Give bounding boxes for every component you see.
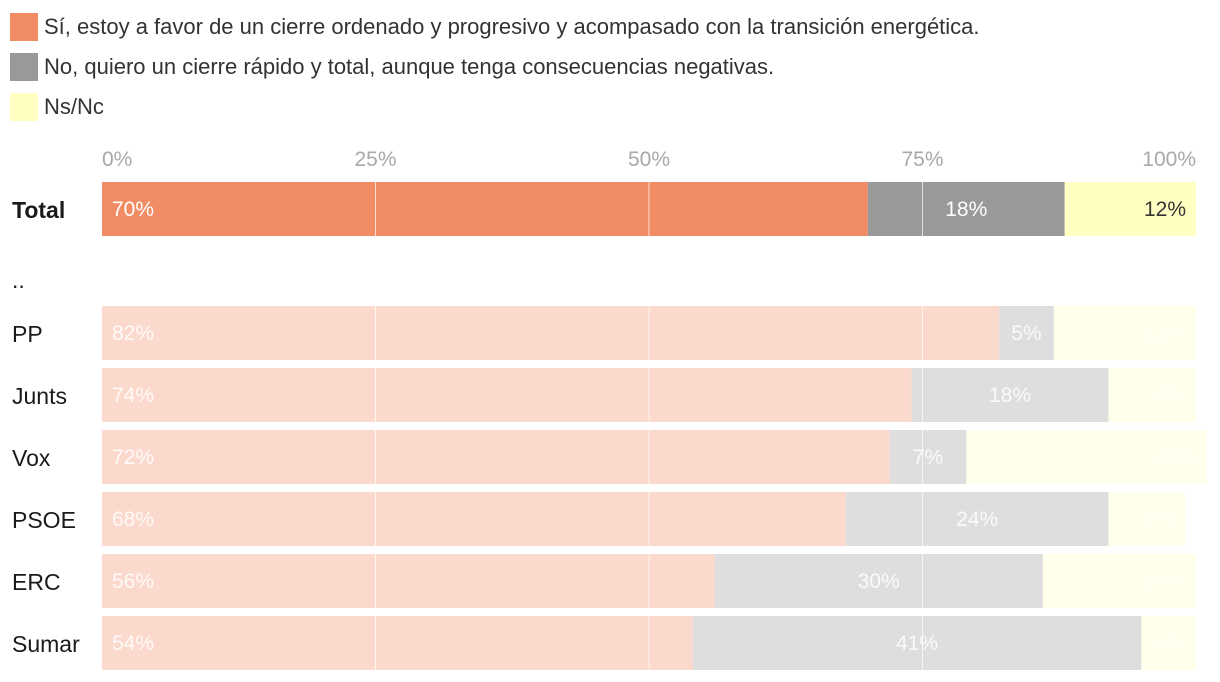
legend-swatch-nsnc	[10, 93, 38, 121]
bar-no-vox	[889, 430, 967, 484]
data-label-nsnc-psoe: 7%	[1145, 508, 1175, 531]
bar-no-erc	[714, 554, 1043, 608]
data-label-no-sumar: 41%	[896, 632, 938, 655]
data-label-si-sumar: 54%	[112, 632, 154, 655]
data-label-nsnc-junts: 8%	[1156, 384, 1186, 407]
legend-swatch-si	[10, 13, 38, 41]
data-label-nsnc-vox: 22%	[1155, 446, 1197, 469]
x-tick-label-2: 50%	[628, 148, 670, 171]
bar-si-psoe	[102, 492, 846, 546]
data-label-nsnc-erc: 14%	[1144, 570, 1186, 593]
data-label-no-pp: 5%	[1011, 322, 1041, 345]
bar-nsnc-erc	[1042, 554, 1196, 608]
data-label-no-junts: 18%	[989, 384, 1031, 407]
bar-nsnc-sumar	[1141, 616, 1196, 670]
bar-si-erc	[102, 554, 715, 608]
legend-label-nsnc: Ns/Nc	[44, 94, 104, 119]
bar-no-sumar	[692, 616, 1142, 670]
bar-nsnc-vox	[966, 430, 1207, 484]
bars-group	[102, 182, 1207, 670]
data-label-no-psoe: 24%	[956, 508, 998, 531]
x-tick-label-4: 100%	[1142, 148, 1196, 171]
data-label-si-vox: 72%	[112, 446, 154, 469]
data-label-si-total: 70%	[112, 198, 154, 221]
labels-group: 0% 25% 50% 75% 100% Total 70% 18% 12%.. PP 82% 5% 13…	[12, 148, 1197, 657]
data-label-no-erc: 30%	[858, 570, 900, 593]
bar-si-sumar	[102, 616, 693, 670]
gridlines-group	[375, 182, 923, 670]
bar-si-pp	[102, 306, 1000, 360]
category-label-vox: Vox	[12, 445, 51, 471]
data-label-si-erc: 56%	[112, 570, 154, 593]
category-label-erc: ERC	[12, 569, 61, 595]
data-label-si-junts: 74%	[112, 384, 154, 407]
data-label-no-vox: 7%	[913, 446, 943, 469]
bar-no-pp	[999, 306, 1054, 360]
category-label-sumar: Sumar	[12, 631, 80, 657]
bar-si-total	[102, 182, 868, 236]
x-tick-label-1: 25%	[354, 148, 396, 171]
data-label-nsnc-pp: 13%	[1144, 322, 1186, 345]
category-label-junts: Junts	[12, 383, 67, 409]
category-label-psoe: PSOE	[12, 507, 76, 533]
data-label-si-psoe: 68%	[112, 508, 154, 531]
bar-nsnc-junts	[1108, 368, 1196, 422]
bar-si-vox	[102, 430, 890, 484]
bar-no-junts	[911, 368, 1109, 422]
data-label-no-total: 18%	[945, 198, 987, 221]
category-label-pp: PP	[12, 321, 43, 347]
x-tick-label-0: 0%	[102, 148, 132, 171]
category-label-total: Total	[12, 197, 65, 223]
bar-no-total	[867, 182, 1065, 236]
legend-label-no: No, quiero un cierre rápido y total, aun…	[44, 54, 775, 79]
data-label-si-pp: 82%	[112, 322, 154, 345]
bar-nsnc-total	[1064, 182, 1196, 236]
legend-swatch-no	[10, 53, 38, 81]
data-label-nsnc-sumar: 5%	[1156, 632, 1186, 655]
x-tick-label-3: 75%	[901, 148, 943, 171]
bar-si-junts	[102, 368, 912, 422]
data-label-nsnc-total: 12%	[1144, 198, 1186, 221]
category-label-spacer: ..	[12, 267, 25, 293]
bar-nsnc-psoe	[1108, 492, 1186, 546]
bar-nsnc-pp	[1053, 306, 1196, 360]
legend-label-si: Sí, estoy a favor de un cierre ordenado …	[44, 14, 980, 39]
bar-no-psoe	[845, 492, 1109, 546]
